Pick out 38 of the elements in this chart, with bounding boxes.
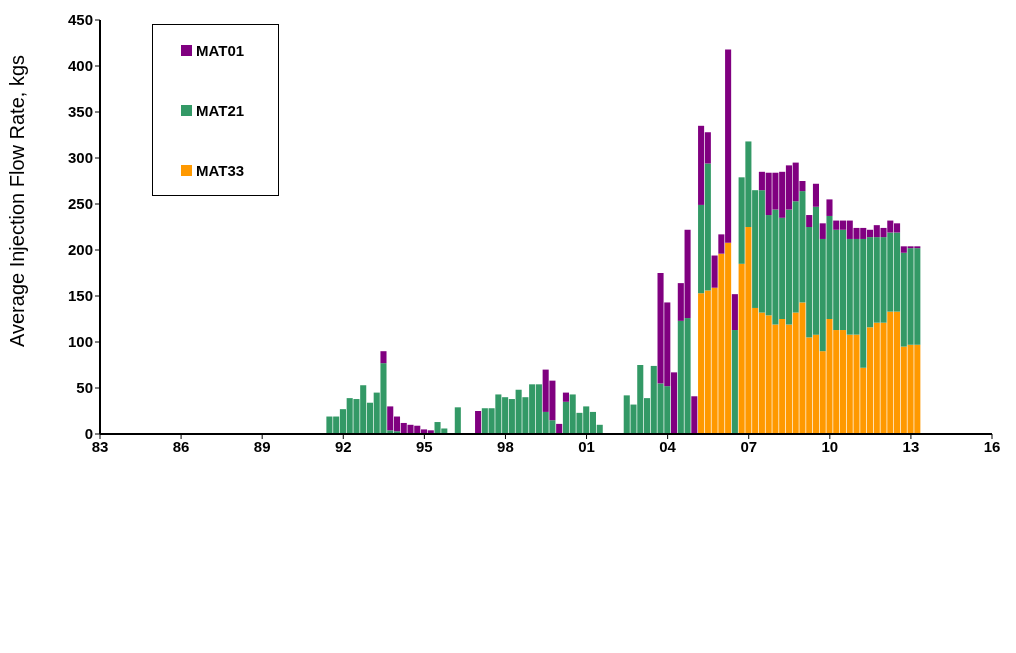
bar bbox=[475, 411, 482, 434]
legend-label: MAT33 bbox=[196, 161, 245, 179]
x-tick-label: 13 bbox=[902, 437, 920, 455]
bar bbox=[691, 396, 698, 434]
y-tick-label: 350 bbox=[67, 103, 93, 121]
y-tick-label: 200 bbox=[67, 241, 93, 259]
bar bbox=[380, 351, 387, 364]
bar bbox=[731, 294, 738, 331]
bar bbox=[826, 199, 833, 216]
x-tick-label: 07 bbox=[740, 437, 758, 455]
y-tick-label: 250 bbox=[67, 195, 93, 213]
bar bbox=[731, 330, 738, 434]
x-tick-label: 98 bbox=[497, 437, 514, 455]
x-tick-label: 95 bbox=[416, 437, 433, 455]
legend-label: MAT01 bbox=[196, 41, 245, 59]
y-tick-label: 300 bbox=[67, 149, 93, 167]
bar bbox=[454, 407, 461, 434]
bar bbox=[812, 183, 820, 207]
y-tick-label: 150 bbox=[67, 287, 93, 305]
x-tick-label: 92 bbox=[334, 437, 352, 455]
x-tick-label: 89 bbox=[253, 437, 271, 455]
x-tick-label: 10 bbox=[821, 437, 839, 455]
bar bbox=[711, 255, 718, 288]
x-tick-label: 01 bbox=[578, 437, 595, 455]
y-tick-label: 450 bbox=[67, 11, 93, 29]
legend-label: MAT21 bbox=[196, 101, 245, 119]
bar bbox=[562, 392, 569, 402]
y-axis-title: Average Injection Flow Rate, kgs bbox=[6, 54, 29, 347]
bar bbox=[819, 223, 826, 239]
y-tick-label: 100 bbox=[67, 333, 93, 351]
y-tick-label: 50 bbox=[76, 379, 93, 397]
y-tick-label: 0 bbox=[84, 425, 93, 443]
x-tick-label: 86 bbox=[172, 437, 190, 455]
bar bbox=[806, 215, 813, 227]
x-tick-label: 04 bbox=[659, 437, 677, 455]
x-tick-label: 83 bbox=[91, 437, 109, 455]
x-tick-label: 16 bbox=[983, 437, 1001, 455]
y-tick-label: 400 bbox=[67, 57, 93, 75]
